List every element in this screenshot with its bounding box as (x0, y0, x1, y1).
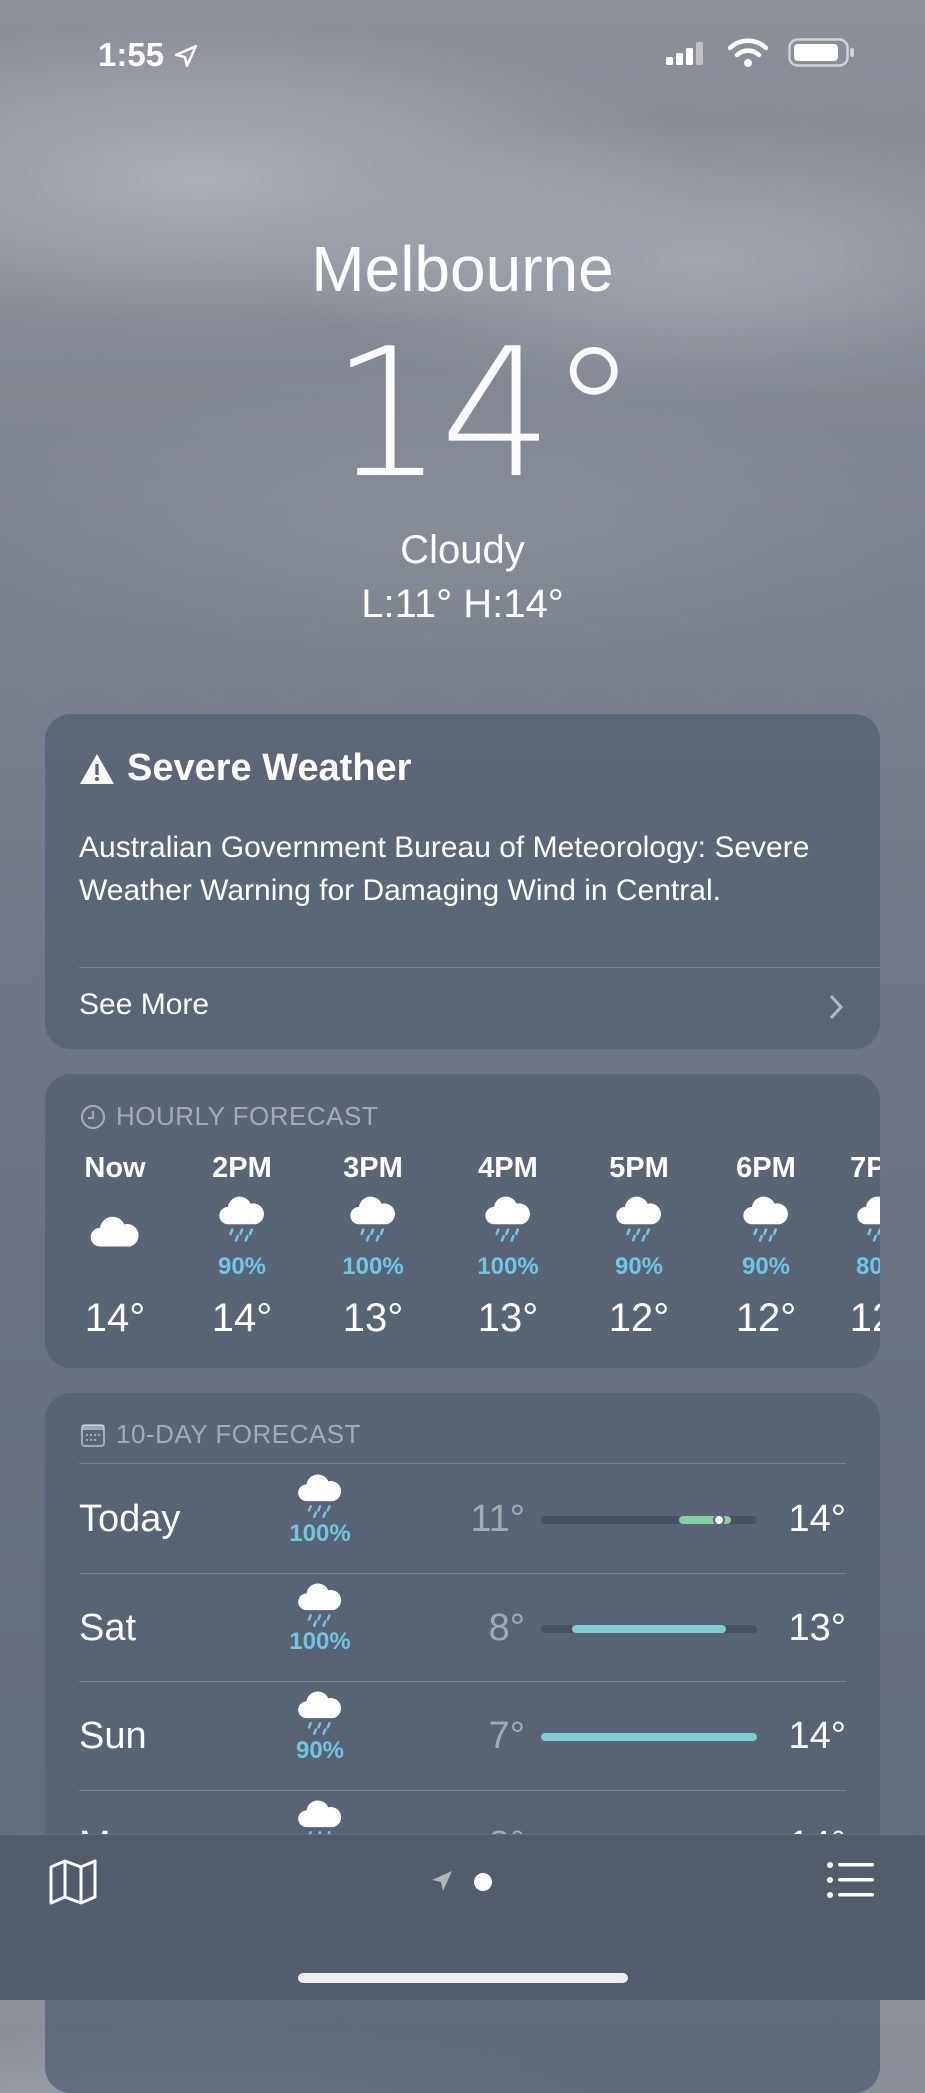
warning-triangle-icon (80, 753, 114, 784)
divider (79, 1789, 846, 1791)
ten-day-header: 10-DAY FORECAST (80, 1419, 361, 1450)
calendar-icon (81, 1423, 105, 1447)
clock-icon (80, 1104, 106, 1129)
temp-range-track (541, 1733, 757, 1741)
cloud-rain-icon: 100% (280, 1472, 360, 1548)
chevron-right-icon[interactable] (828, 993, 844, 1021)
low-temp: 8° (488, 1606, 525, 1649)
hour-temp: 14° (211, 1296, 273, 1340)
current-temperature: 14° (330, 310, 638, 517)
list-icon[interactable] (826, 1861, 876, 1901)
precip-chance: 90% (614, 1253, 664, 1280)
low-temp: 11° (470, 1498, 525, 1540)
low-temp: 7° (488, 1715, 525, 1757)
hour-label: 6PM (736, 1152, 796, 1184)
hour-temp: 12° (849, 1296, 880, 1340)
hour-label: 2PM (212, 1152, 272, 1184)
cellular-signal-icon (666, 42, 703, 65)
wifi-icon (728, 38, 768, 67)
hour-temp: 12° (735, 1296, 797, 1340)
day-label: Sun (79, 1715, 147, 1757)
hour-label: 5PM (609, 1152, 669, 1184)
high-temp: 13° (788, 1606, 846, 1649)
high-temp: 14° (788, 1715, 846, 1757)
see-more-link[interactable]: See More (79, 988, 210, 1021)
cloud-rain-icon: 100% (280, 1581, 360, 1657)
precip-chance: 90% (295, 1736, 345, 1764)
city-name: Melbourne (311, 233, 614, 305)
day-label: Sat (79, 1606, 137, 1649)
status-time: 1:55 (98, 36, 199, 74)
low-high: L:11° H:14° (361, 582, 564, 626)
alert-body: Australian Government Bureau of Meteorol… (79, 831, 810, 907)
hour-temp: 13° (477, 1296, 539, 1340)
map-icon[interactable] (48, 1857, 98, 1907)
status-bar: 1:55 (0, 36, 925, 76)
high-temp: 14° (788, 1498, 846, 1540)
hourly-header: HOURLY FORECAST (80, 1101, 378, 1132)
cloud-rain-icon (706, 1194, 826, 1248)
temp-range-track (541, 1514, 757, 1526)
precip-chance: 90% (217, 1253, 267, 1280)
divider (79, 1572, 846, 1574)
cloud-rain-icon (448, 1194, 568, 1248)
alert-title: Severe Weather (127, 747, 412, 789)
condition: Cloudy (400, 528, 525, 572)
temp-range-fill (541, 1733, 757, 1741)
hour-label: 3PM (343, 1152, 403, 1184)
cloud-rain-icon (313, 1194, 433, 1248)
battery-icon (788, 38, 854, 67)
precip-chance: 90% (741, 1253, 791, 1280)
home-indicator (298, 1973, 628, 1983)
hour-temp: 12° (608, 1296, 670, 1340)
daily-row[interactable]: Sun 90% 7° 14° (45, 1681, 880, 1789)
precip-chance: 80% (855, 1253, 880, 1280)
daily-row[interactable]: Today 100% 11° 14° (45, 1464, 880, 1572)
hour-label: 4PM (478, 1152, 538, 1184)
cloud-rain-icon: 90% (280, 1689, 360, 1765)
precip-chance: 100% (289, 1628, 351, 1656)
day-label: Today (79, 1498, 181, 1540)
precip-chance: 100% (342, 1253, 404, 1280)
hourly-forecast-card: HOURLY FORECAST Now 14° 2PM 90% 14° 3PM 100% 13… (45, 1074, 880, 1368)
cloud-rain-icon (579, 1194, 699, 1248)
hour-label: Now (84, 1152, 146, 1184)
current-temp-dot (713, 1514, 725, 1526)
precip-chance: 100% (477, 1253, 539, 1280)
temp-range-fill (571, 1624, 727, 1633)
daily-row[interactable]: Sat 100% 8° 13° (45, 1573, 880, 1681)
page-dot-active[interactable] (474, 1873, 492, 1891)
temp-range-fill (679, 1516, 731, 1524)
hour-label: 7PM (850, 1152, 880, 1184)
divider (79, 1681, 846, 1682)
severe-weather-card[interactable]: Severe Weather Australian Government Bur… (45, 714, 880, 1049)
location-arrow-icon[interactable] (430, 1869, 454, 1893)
hour-temp: 14° (84, 1296, 146, 1340)
cloud-icon (55, 1214, 175, 1271)
temp-range-track (541, 1624, 757, 1633)
location-arrow-icon (175, 44, 198, 68)
cloud-rain-icon (182, 1194, 302, 1248)
precip-chance: 100% (289, 1519, 351, 1547)
hour-temp: 13° (342, 1296, 404, 1340)
cloud-rain-icon (820, 1194, 880, 1248)
bottom-toolbar (0, 1834, 925, 2000)
